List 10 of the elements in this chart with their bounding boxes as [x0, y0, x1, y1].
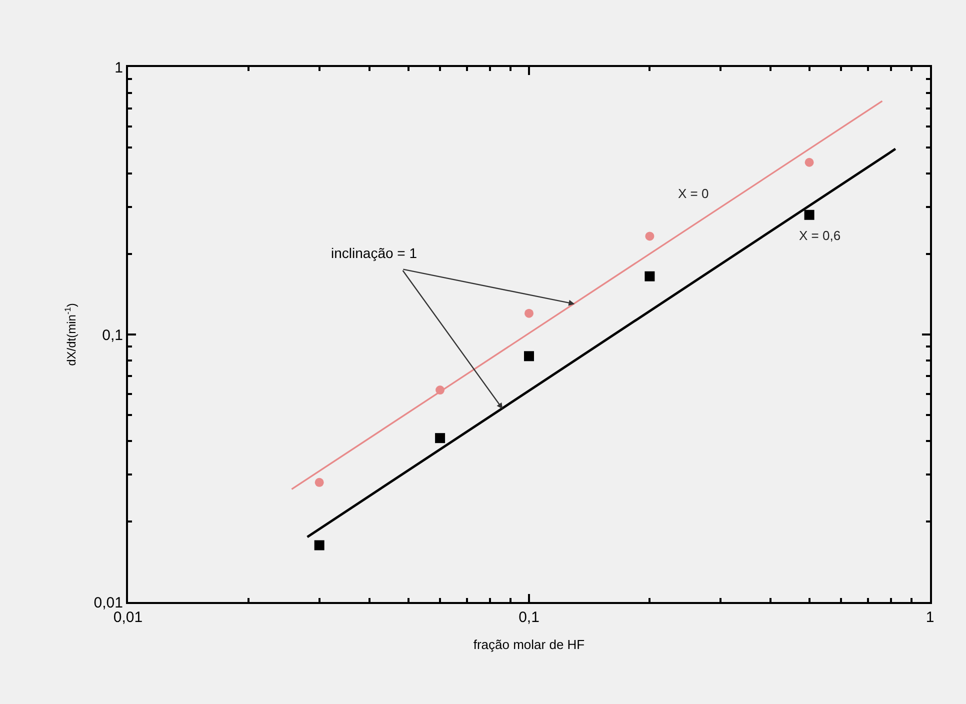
x-tick-label: 1 — [926, 609, 934, 626]
series-label: X = 0 — [678, 186, 709, 201]
x-tick-label: 0,1 — [518, 609, 540, 626]
x-axis-title: fração molar de HF — [473, 637, 585, 652]
y-tick-label: 1 — [114, 59, 123, 76]
series-label: X = 0,6 — [799, 228, 841, 243]
y-tick-label: 0,01 — [94, 594, 123, 612]
x-tick-label: 0,01 — [113, 609, 143, 626]
y-tick-label: 0,1 — [102, 326, 123, 344]
annotation: inclinação = 1 — [331, 245, 418, 261]
